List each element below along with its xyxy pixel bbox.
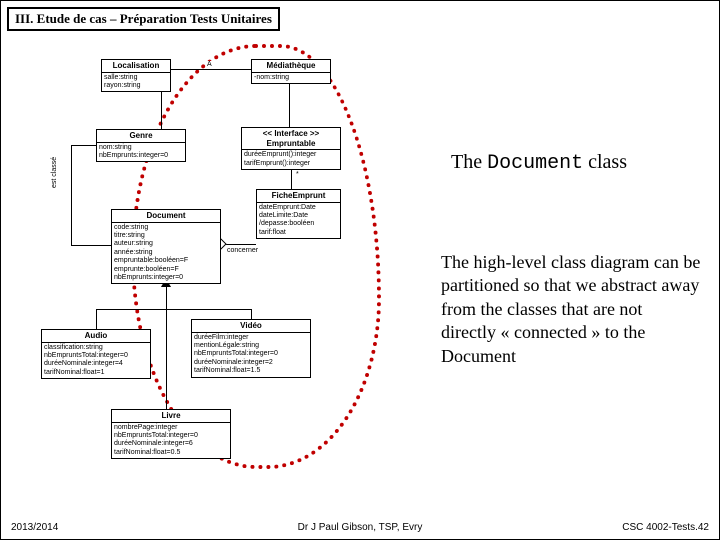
- class-document: Document code:string titre:string auteur…: [111, 209, 221, 284]
- footer-author: Dr J Paul Gibson, TSP, Evry: [298, 522, 423, 533]
- class-empruntable: << Interface >> Empruntable duréeEmprunt…: [241, 127, 341, 170]
- class-livre: Livre nombrePage:integer nbEmpruntsTotal…: [111, 409, 231, 459]
- footer-page: CSC 4002-Tests.42: [622, 522, 709, 533]
- footer-year: 2013/2014: [11, 522, 58, 533]
- uml-diagram: A * est classé concerner Localisation sa…: [41, 49, 411, 489]
- body-paragraph: The high-level class diagram can be part…: [441, 251, 701, 368]
- class-audio: Audio classification:string nbEmpruntsTo…: [41, 329, 151, 379]
- class-localisation: Localisation salle:stringrayon:string: [101, 59, 171, 92]
- class-genre: Genre nom:stringnbEmprunts:integer=0: [96, 129, 186, 162]
- class-ficheemprunt: FicheEmprunt dateEmprunt:Date dateLimite…: [256, 189, 341, 239]
- class-video: Vidéo duréeFilm:integer mentionLégale:st…: [191, 319, 311, 378]
- doc-class-title: The Document class: [451, 151, 627, 175]
- class-mediatheque: Médiathèque -nom:string: [251, 59, 331, 84]
- slide-title: III. Etude de cas – Préparation Tests Un…: [7, 7, 280, 31]
